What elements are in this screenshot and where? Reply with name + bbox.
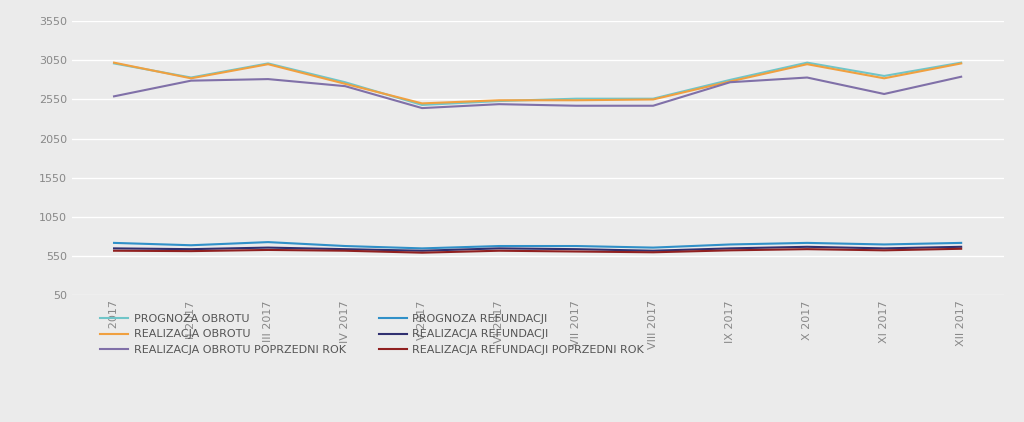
PROGNOZA OBROTU <box>724 77 736 82</box>
REALIZACJA OBROTU <box>262 62 274 67</box>
REALIZACJA OBROTU <box>570 98 583 103</box>
REALIZACJA REFUNDACJI <box>493 246 505 251</box>
REALIZACJA OBROTU POPRZEDNI ROK <box>108 94 120 99</box>
REALIZACJA REFUNDACJI POPRZEDNI ROK <box>493 248 505 253</box>
PROGNOZA OBROTU <box>493 98 505 103</box>
PROGNOZA REFUNDACJI <box>724 242 736 247</box>
Legend: PROGNOZA OBROTU, REALIZACJA OBROTU, REALIZACJA OBROTU POPRZEDNI ROK, PROGNOZA RE: PROGNOZA OBROTU, REALIZACJA OBROTU, REAL… <box>96 309 648 360</box>
REALIZACJA OBROTU <box>801 62 813 67</box>
REALIZACJA REFUNDACJI <box>878 246 890 251</box>
REALIZACJA REFUNDACJI POPRZEDNI ROK <box>262 247 274 252</box>
REALIZACJA REFUNDACJI POPRZEDNI ROK <box>185 249 198 254</box>
REALIZACJA OBROTU POPRZEDNI ROK <box>339 84 351 89</box>
PROGNOZA REFUNDACJI <box>493 243 505 249</box>
REALIZACJA OBROTU POPRZEDNI ROK <box>262 76 274 81</box>
REALIZACJA OBROTU POPRZEDNI ROK <box>801 75 813 80</box>
REALIZACJA OBROTU POPRZEDNI ROK <box>878 92 890 97</box>
Line: PROGNOZA OBROTU: PROGNOZA OBROTU <box>114 62 962 105</box>
REALIZACJA REFUNDACJI POPRZEDNI ROK <box>647 250 659 255</box>
REALIZACJA OBROTU <box>416 101 428 106</box>
REALIZACJA OBROTU <box>339 81 351 87</box>
PROGNOZA REFUNDACJI <box>801 241 813 246</box>
PROGNOZA OBROTU <box>339 80 351 85</box>
Line: REALIZACJA REFUNDACJI POPRZEDNI ROK: REALIZACJA REFUNDACJI POPRZEDNI ROK <box>114 249 962 253</box>
REALIZACJA REFUNDACJI <box>801 244 813 249</box>
REALIZACJA OBROTU POPRZEDNI ROK <box>493 102 505 107</box>
REALIZACJA OBROTU <box>878 76 890 81</box>
PROGNOZA OBROTU <box>262 61 274 66</box>
REALIZACJA REFUNDACJI <box>185 246 198 252</box>
REALIZACJA REFUNDACJI POPRZEDNI ROK <box>416 250 428 255</box>
PROGNOZA REFUNDACJI <box>262 240 274 245</box>
REALIZACJA OBROTU POPRZEDNI ROK <box>570 103 583 108</box>
REALIZACJA OBROTU <box>493 98 505 103</box>
REALIZACJA REFUNDACJI POPRZEDNI ROK <box>570 249 583 254</box>
Line: REALIZACJA OBROTU: REALIZACJA OBROTU <box>114 62 962 103</box>
PROGNOZA REFUNDACJI <box>185 243 198 248</box>
REALIZACJA REFUNDACJI <box>416 248 428 253</box>
PROGNOZA OBROTU <box>416 103 428 108</box>
PROGNOZA OBROTU <box>801 60 813 65</box>
REALIZACJA REFUNDACJI <box>955 244 968 249</box>
REALIZACJA REFUNDACJI <box>108 246 120 251</box>
PROGNOZA OBROTU <box>570 96 583 101</box>
REALIZACJA REFUNDACJI <box>724 246 736 251</box>
PROGNOZA OBROTU <box>647 96 659 101</box>
PROGNOZA REFUNDACJI <box>416 246 428 251</box>
REALIZACJA OBROTU <box>108 60 120 65</box>
REALIZACJA REFUNDACJI POPRZEDNI ROK <box>955 246 968 251</box>
REALIZACJA OBROTU <box>724 79 736 84</box>
PROGNOZA OBROTU <box>955 60 968 65</box>
REALIZACJA OBROTU POPRZEDNI ROK <box>955 74 968 79</box>
REALIZACJA OBROTU POPRZEDNI ROK <box>647 103 659 108</box>
PROGNOZA OBROTU <box>878 73 890 78</box>
REALIZACJA REFUNDACJI POPRZEDNI ROK <box>108 248 120 253</box>
PROGNOZA REFUNDACJI <box>647 245 659 250</box>
PROGNOZA REFUNDACJI <box>339 243 351 249</box>
PROGNOZA REFUNDACJI <box>108 241 120 246</box>
REALIZACJA OBROTU POPRZEDNI ROK <box>416 106 428 111</box>
REALIZACJA REFUNDACJI POPRZEDNI ROK <box>724 248 736 253</box>
REALIZACJA OBROTU <box>185 76 198 81</box>
REALIZACJA REFUNDACJI POPRZEDNI ROK <box>878 248 890 253</box>
REALIZACJA REFUNDACJI <box>570 246 583 252</box>
Line: REALIZACJA REFUNDACJI: REALIZACJA REFUNDACJI <box>114 247 962 251</box>
REALIZACJA REFUNDACJI POPRZEDNI ROK <box>339 248 351 253</box>
REALIZACJA REFUNDACJI <box>262 245 274 250</box>
REALIZACJA OBROTU <box>647 97 659 102</box>
PROGNOZA REFUNDACJI <box>570 243 583 249</box>
REALIZACJA REFUNDACJI <box>339 246 351 252</box>
REALIZACJA REFUNDACJI <box>647 248 659 253</box>
PROGNOZA OBROTU <box>185 75 198 80</box>
PROGNOZA REFUNDACJI <box>955 241 968 246</box>
REALIZACJA OBROTU POPRZEDNI ROK <box>185 78 198 83</box>
PROGNOZA REFUNDACJI <box>878 242 890 247</box>
Line: PROGNOZA REFUNDACJI: PROGNOZA REFUNDACJI <box>114 242 962 249</box>
REALIZACJA OBROTU POPRZEDNI ROK <box>724 80 736 85</box>
REALIZACJA REFUNDACJI POPRZEDNI ROK <box>801 246 813 252</box>
REALIZACJA OBROTU <box>955 61 968 66</box>
PROGNOZA OBROTU <box>108 61 120 66</box>
Line: REALIZACJA OBROTU POPRZEDNI ROK: REALIZACJA OBROTU POPRZEDNI ROK <box>114 77 962 108</box>
